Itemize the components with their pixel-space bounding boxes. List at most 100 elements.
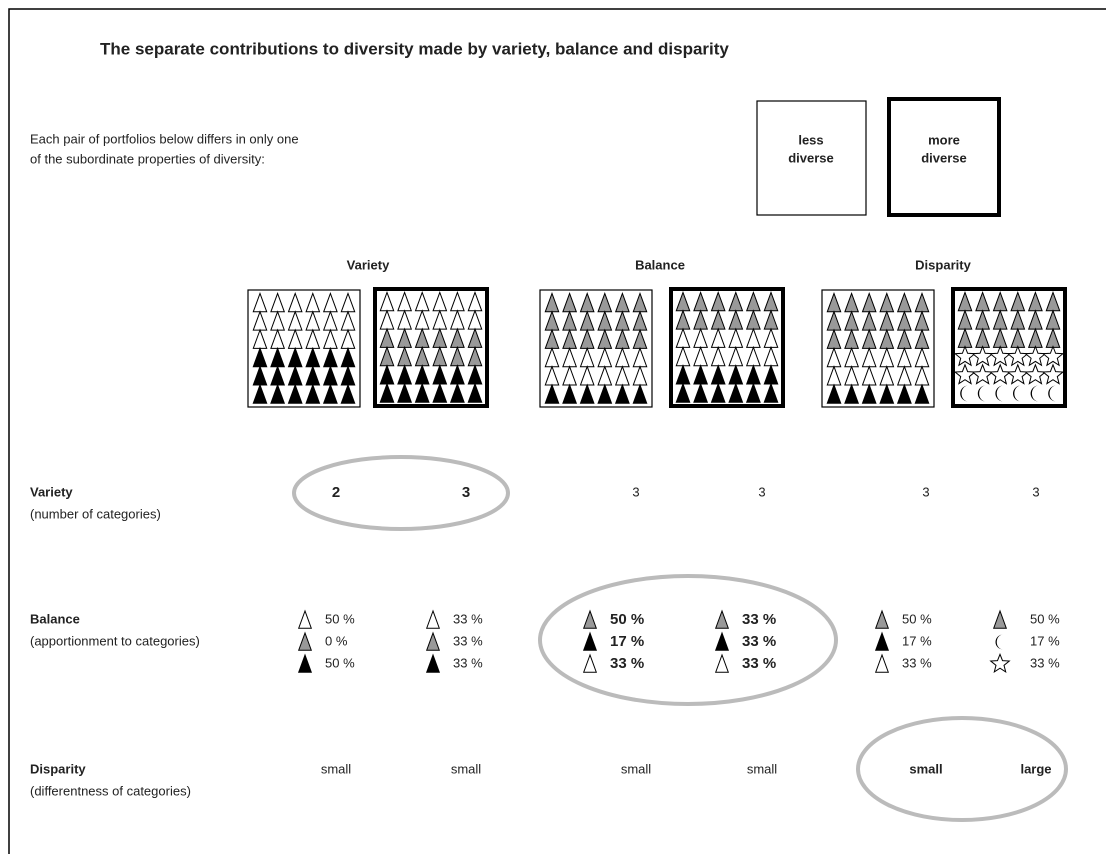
row-sublabel: (apportionment to categories) — [30, 633, 200, 648]
triangle-icon — [425, 653, 441, 673]
triangle-icon — [297, 609, 313, 629]
balance-value: 33 % — [742, 655, 776, 672]
crescent-icon — [1013, 385, 1021, 402]
balance-value: 33 % — [453, 633, 483, 648]
balance-value: 33 % — [902, 655, 932, 670]
crescent-icon — [1030, 385, 1039, 402]
triangle-icon — [714, 609, 730, 629]
frame — [8, 8, 1106, 854]
variety-value: 3 — [922, 484, 929, 499]
variety-value: 3 — [632, 484, 639, 499]
legend-text: diverse — [921, 150, 967, 165]
triangle-icon — [728, 382, 744, 403]
triangle-icon — [340, 383, 356, 404]
triangle-icon — [297, 653, 313, 673]
balance-value: 50 % — [610, 611, 644, 628]
highlight — [292, 455, 510, 531]
balance-value: 50 % — [325, 611, 355, 626]
disparity-value: small — [621, 761, 651, 776]
intro-line: of the subordinate properties of diversi… — [30, 151, 265, 166]
triangle-icon — [414, 382, 430, 403]
triangle-icon — [297, 631, 313, 651]
title: The separate contributions to diversity … — [100, 39, 729, 58]
column-header: Balance — [635, 257, 685, 272]
triangle-icon — [270, 383, 286, 404]
balance-value: 17 % — [902, 633, 932, 648]
crescent-icon — [960, 385, 969, 402]
triangle-icon — [425, 609, 441, 629]
legend-text: less — [798, 132, 823, 147]
balance-value: 0 % — [325, 633, 348, 648]
intro-line: Each pair of portfolios below differs in… — [30, 131, 299, 146]
triangle-icon — [544, 383, 560, 404]
star-icon — [1041, 363, 1065, 385]
triangle-icon — [582, 631, 598, 651]
triangle-icon — [714, 631, 730, 651]
balance-value: 33 % — [742, 611, 776, 628]
variety-value: 3 — [758, 484, 765, 499]
crescent-icon — [1048, 385, 1057, 402]
triangle-icon — [582, 653, 598, 673]
balance-value: 17 % — [610, 633, 644, 650]
triangle-icon — [745, 382, 761, 403]
crescent-icon — [995, 634, 1003, 650]
triangle-icon — [992, 609, 1008, 629]
variety-value: 3 — [1032, 484, 1039, 499]
column-header: Disparity — [915, 257, 971, 272]
highlight — [856, 716, 1068, 822]
disparity-value: small — [321, 761, 351, 776]
triangle-icon — [252, 383, 268, 404]
highlight — [538, 574, 838, 706]
triangle-icon — [449, 382, 465, 403]
triangle-icon — [579, 383, 595, 404]
legend-box-less — [756, 100, 867, 216]
crescent-icon — [977, 385, 986, 402]
row-sublabel: (differentness of categories) — [30, 783, 191, 798]
triangle-icon — [432, 382, 448, 403]
triangle-icon — [844, 383, 860, 404]
triangle-icon — [710, 382, 726, 403]
row-label: Variety — [30, 484, 73, 499]
balance-value: 50 % — [902, 611, 932, 626]
triangle-icon — [397, 382, 413, 403]
triangle-icon — [467, 382, 483, 403]
balance-value: 50 % — [325, 655, 355, 670]
triangle-icon — [874, 609, 890, 629]
triangle-icon — [425, 631, 441, 651]
disparity-value: small — [909, 761, 942, 776]
legend-box-more — [887, 97, 1001, 217]
triangle-icon — [861, 383, 877, 404]
triangle-icon — [896, 383, 912, 404]
variety-value: 2 — [332, 484, 340, 501]
balance-value: 33 % — [610, 655, 644, 672]
disparity-value: large — [1020, 761, 1051, 776]
triangle-icon — [874, 653, 890, 673]
triangle-icon — [582, 609, 598, 629]
column-header: Variety — [347, 257, 390, 272]
triangle-icon — [597, 383, 613, 404]
triangle-icon — [287, 383, 303, 404]
balance-value: 17 % — [1030, 633, 1060, 648]
triangle-icon — [614, 383, 630, 404]
row-label: Disparity — [30, 761, 86, 776]
balance-value: 33 % — [742, 633, 776, 650]
crescent-icon — [995, 385, 1004, 402]
balance-value: 33 % — [1030, 655, 1060, 670]
triangle-icon — [562, 383, 578, 404]
star-icon — [1041, 345, 1065, 367]
triangle-icon — [879, 383, 895, 404]
triangle-icon — [305, 383, 321, 404]
star-icon — [989, 652, 1011, 674]
disparity-value: small — [747, 761, 777, 776]
triangle-icon — [632, 383, 648, 404]
row-label: Balance — [30, 611, 80, 626]
triangle-icon — [322, 383, 338, 404]
triangle-icon — [763, 382, 779, 403]
triangle-icon — [826, 383, 842, 404]
triangle-icon — [693, 382, 709, 403]
triangle-icon — [675, 382, 691, 403]
row-sublabel: (number of categories) — [30, 506, 161, 521]
disparity-value: small — [451, 761, 481, 776]
balance-value: 33 % — [453, 655, 483, 670]
